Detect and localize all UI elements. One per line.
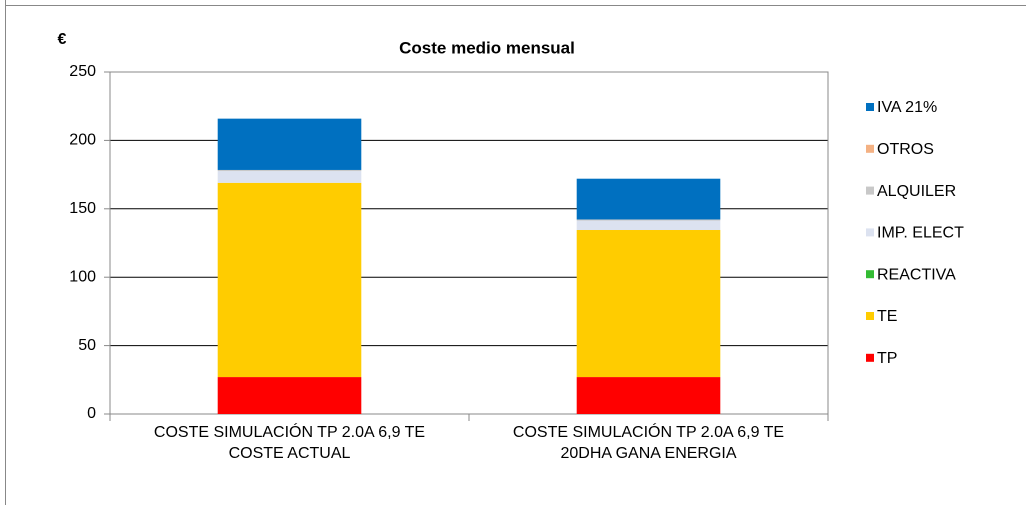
bar-segment [576,377,721,414]
legend-label: TE [877,308,897,325]
y-tick-label: 0 [87,405,96,422]
bar-segment [217,182,362,378]
bar-segment [576,219,721,221]
chart-title: Coste medio mensual [399,38,575,57]
x-tick-label: COSTE SIMULACIÓN TP 2.0A 6,9 TE COSTE AC… [153,424,426,462]
legend-label: OTROS [877,141,934,158]
bar-segment [576,220,721,231]
bar-segment [217,377,362,414]
legend-swatch [866,228,874,237]
legend-swatch [866,103,874,111]
bar-segment [217,169,362,172]
bar-segment [576,230,721,378]
legend-swatch [866,144,874,153]
x-tick-label: COSTE SIMULACIÓN TP 2.0A 6,9 TE 20DHA GA… [512,424,785,462]
legend-swatch [866,312,874,320]
y-tick-label: 200 [69,132,96,149]
bar-segment [217,171,362,183]
y-tick-label: 50 [78,337,96,354]
legend-swatch [866,270,874,279]
y-tick-label: 150 [69,200,96,217]
legend-label: REACTIVA [877,266,956,283]
legend-label: ALQUILER [877,183,956,200]
y-tick-label: 250 [69,63,96,80]
bar-segment [576,178,721,220]
bar-segment [217,118,362,170]
y-axis-label: € [58,31,67,48]
y-tick-label: 100 [69,268,96,285]
legend-label: IMP. ELECT [877,225,964,242]
legend-label: TP [877,350,897,367]
legend-label: IVA 21% [877,99,937,116]
legend-swatch [866,186,874,195]
legend-swatch [866,353,874,362]
